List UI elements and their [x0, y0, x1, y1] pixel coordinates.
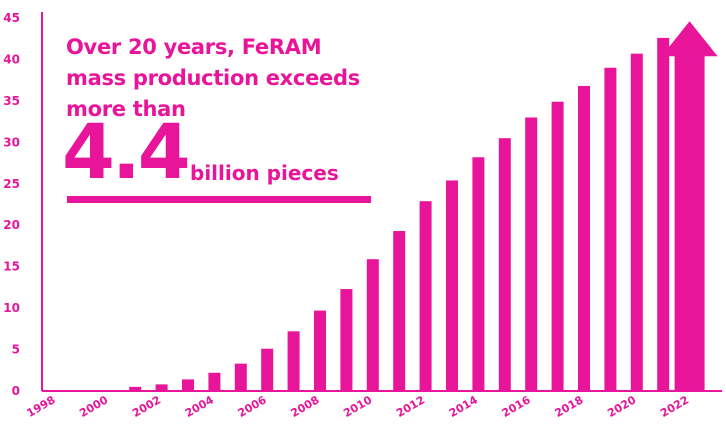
- bar-2013: [446, 180, 458, 391]
- callout-line-3: more than: [66, 97, 186, 121]
- bar-2003: [182, 379, 194, 391]
- y-tick-label: 35: [3, 94, 20, 108]
- bar-2014: [472, 157, 485, 391]
- x-tick-label: 2012: [394, 393, 427, 420]
- bar-2008: [314, 310, 326, 391]
- x-tick-label: 2018: [552, 393, 585, 420]
- y-tick-label: 20: [3, 218, 20, 232]
- chart-bars: [50, 21, 718, 392]
- x-tick-label: 2008: [288, 393, 321, 420]
- bar-2005: [234, 363, 247, 391]
- y-tick-label: 45: [3, 11, 20, 25]
- x-tick-label: 2014: [447, 393, 480, 420]
- y-axis-ticks: 0 5 10 15 20 25 30 35 40 45: [3, 11, 20, 398]
- x-tick-label: 2000: [77, 393, 110, 420]
- bar-2020: [630, 53, 643, 392]
- bar-2018: [578, 85, 590, 392]
- y-tick-label: 0: [12, 384, 20, 398]
- bar-2017: [551, 101, 564, 392]
- bar-2019: [604, 67, 617, 391]
- x-tick-label: 2010: [341, 393, 374, 420]
- callout-line-1: Over 20 years, FeRAM: [66, 35, 322, 59]
- x-tick-label: 2004: [183, 393, 216, 420]
- y-tick-label: 40: [3, 52, 20, 66]
- x-axis-ticks: 1998 2000 2002 2004 2006 2008 2010 2012 2014 2016…: [24, 393, 691, 420]
- y-tick-label: 10: [3, 301, 20, 315]
- bar-2012: [419, 201, 432, 391]
- bar-2000: [102, 390, 115, 391]
- bar-1998: [50, 390, 62, 391]
- y-tick-label: 5: [12, 343, 20, 357]
- bar-2009: [340, 289, 353, 391]
- bar-2021: [657, 37, 670, 391]
- callout-headline: Over 20 years, FeRAM mass production exc…: [66, 32, 386, 125]
- bar-2015: [498, 138, 511, 391]
- callout-big-number: 4.4: [62, 107, 191, 196]
- y-tick-label: 15: [3, 260, 20, 274]
- callout-underline: [67, 196, 371, 203]
- bar-2007: [287, 331, 300, 391]
- x-tick-label: 1998: [24, 393, 57, 420]
- x-tick-label: 2016: [500, 393, 533, 420]
- x-tick-label: 2002: [130, 393, 163, 420]
- callout-unit-label: billion pieces: [190, 161, 339, 185]
- bar-2011: [393, 231, 406, 391]
- bar-arrow-2022: [661, 21, 718, 392]
- bar-2010: [366, 259, 379, 391]
- bar-2006: [261, 348, 274, 391]
- bar-1999: [76, 390, 89, 391]
- y-tick-label: 30: [3, 135, 20, 149]
- x-tick-label: 2020: [605, 393, 638, 420]
- x-tick-label: 2022: [658, 393, 691, 420]
- bar-2001: [129, 386, 142, 391]
- bar-2002: [155, 384, 168, 391]
- x-tick-label: 2006: [236, 393, 269, 420]
- bar-2004: [208, 372, 221, 391]
- bar-2016: [525, 117, 538, 391]
- callout-line-2: mass production exceeds: [66, 66, 360, 90]
- y-tick-label: 25: [3, 177, 20, 191]
